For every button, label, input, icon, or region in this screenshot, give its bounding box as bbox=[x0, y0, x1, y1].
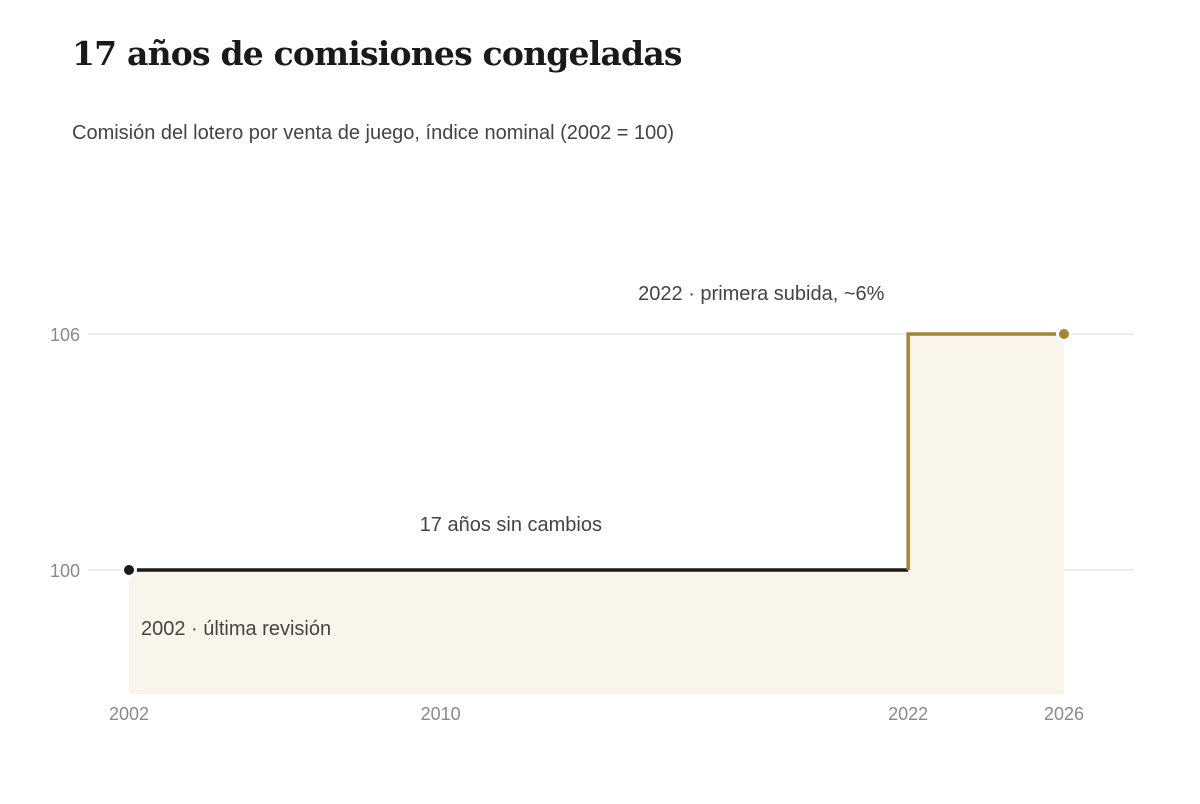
annotation-no-changes: 17 años sin cambios bbox=[420, 514, 602, 536]
x-tick-label: 2010 bbox=[421, 704, 461, 724]
x-axis-ticks: 2002 2010 2022 2026 bbox=[109, 704, 1084, 724]
annotation-first-raise: 2022 · primera subida, ~6% bbox=[638, 283, 884, 305]
start-point bbox=[121, 562, 137, 578]
area-fill bbox=[129, 334, 1064, 694]
chart-subtitle: Comisión del lotero por venta de juego, … bbox=[72, 122, 675, 144]
chart-title: 17 años de comisiones congeladas bbox=[72, 34, 682, 73]
y-tick-label: 106 bbox=[50, 325, 80, 345]
annotation-last-revision: 2002 · última revisión bbox=[141, 618, 331, 640]
x-tick-label: 2022 bbox=[888, 704, 928, 724]
x-tick-label: 2026 bbox=[1044, 704, 1084, 724]
end-point bbox=[1056, 326, 1072, 342]
y-axis-ticks: 100 106 bbox=[50, 325, 80, 581]
series-line-raise bbox=[906, 332, 1064, 570]
y-tick-label: 100 bbox=[50, 561, 80, 581]
x-tick-label: 2002 bbox=[109, 704, 149, 724]
